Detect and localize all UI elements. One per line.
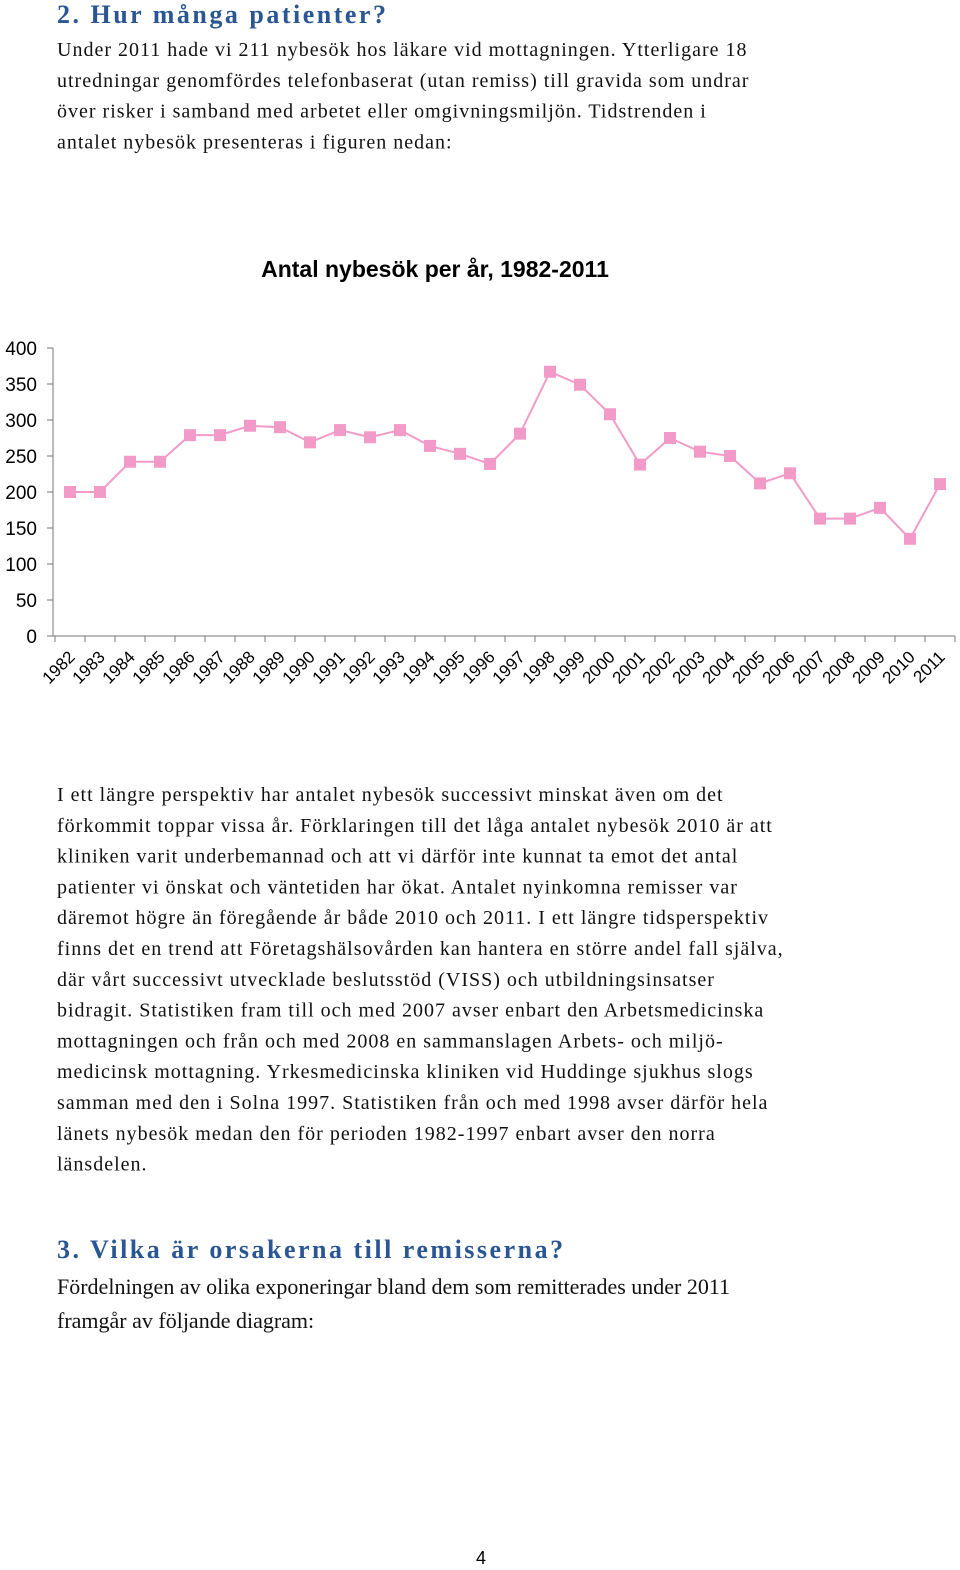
text-line: förkommit toppar vissa år. Förklaringen …: [57, 815, 773, 837]
section-heading: 3. Vilka är orsakerna till remisserna?: [57, 1235, 566, 1264]
y-tick-label: 300: [5, 411, 37, 432]
text-line: Fördelningen av olika exponeringar bland…: [57, 1274, 730, 1299]
x-tick-label: 1983: [69, 647, 109, 687]
x-tick-label: 1994: [399, 647, 439, 687]
data-point: [694, 445, 706, 458]
text-line: bidragit. Statistiken fram till och med …: [57, 1000, 764, 1022]
data-point: [94, 486, 106, 498]
text-line: antalet nybesök presenteras i figuren ne…: [57, 131, 453, 153]
x-tick-label: 2007: [789, 647, 829, 687]
x-tick-label: 1989: [249, 647, 289, 687]
x-tick-label: 2010: [879, 647, 919, 687]
text-line: patienter vi önskat och väntetiden har ö…: [57, 876, 738, 898]
x-tick-label: 1996: [459, 647, 499, 687]
text-line: där vårt successivt utvecklade beslutsst…: [57, 969, 715, 991]
x-tick-label: 1982: [39, 647, 79, 687]
data-point: [214, 429, 226, 442]
x-tick-label: 1995: [429, 647, 469, 687]
data-point: [484, 457, 496, 470]
x-tick-label: 1991: [309, 647, 349, 687]
data-point: [754, 477, 766, 490]
text-line: kliniken varit underbemannad och att vi …: [57, 846, 738, 868]
data-point: [604, 408, 616, 421]
y-tick-label: 50: [16, 591, 37, 612]
x-tick-label: 1997: [489, 647, 529, 687]
x-tick-label: 1993: [369, 647, 409, 687]
text-line: utredningar genomfördes telefonbaserat (…: [57, 70, 749, 92]
data-point: [244, 419, 256, 432]
data-point: [664, 432, 676, 444]
chart-title: Antal nybesök per år, 1982-2011: [261, 256, 609, 282]
data-point: [274, 421, 286, 434]
page-number: 4: [476, 1548, 486, 1568]
data-point: [634, 458, 646, 471]
text-line: länsdelen.: [57, 1154, 148, 1176]
data-point: [724, 450, 736, 462]
data-point: [424, 439, 436, 452]
x-tick-label: 1986: [159, 647, 199, 687]
data-point: [874, 501, 886, 514]
data-point: [544, 365, 556, 378]
y-tick-label: 350: [5, 375, 37, 396]
data-point: [394, 424, 406, 437]
y-tick-label: 150: [5, 519, 37, 540]
data-point: [904, 532, 916, 545]
text-line: medicinsk mottagning. Yrkesmedicinska kl…: [57, 1061, 754, 1083]
y-tick-label: 0: [26, 627, 37, 648]
data-point: [184, 429, 196, 442]
y-tick-label: 200: [5, 483, 37, 504]
text-line: framgår av följande diagram:: [57, 1308, 314, 1333]
x-tick-label: 1985: [129, 647, 169, 687]
data-point: [844, 512, 856, 525]
text-line: länets nybesök medan den för perioden 19…: [57, 1123, 716, 1145]
x-tick-label: 2000: [579, 647, 619, 687]
data-line: [70, 370, 941, 541]
x-tick-label: 2002: [639, 647, 679, 687]
text-line: Under 2011 hade vi 211 nybesök hos läkar…: [57, 39, 748, 61]
x-tick-label: 2006: [759, 647, 799, 687]
y-tick-label: 100: [5, 555, 37, 576]
x-tick-label: 1999: [549, 647, 589, 687]
data-point: [934, 478, 946, 491]
section-heading: 2. Hur många patienter?: [57, 0, 388, 29]
x-tick-label: 1987: [189, 647, 229, 687]
x-tick-label: 2009: [849, 647, 889, 687]
x-tick-label: 2011: [910, 647, 949, 686]
y-tick-label: 400: [5, 339, 37, 360]
text-line: I ett längre perspektiv har antalet nybe…: [57, 784, 724, 806]
data-point: [784, 467, 796, 480]
data-point: [334, 424, 346, 437]
y-tick-label: 250: [5, 447, 37, 468]
x-tick-label: 1988: [219, 647, 259, 687]
data-point: [364, 431, 376, 444]
text-line: samman med den i Solna 1997. Statistiken…: [57, 1092, 768, 1114]
x-tick-label: 2001: [609, 647, 649, 687]
data-point: [124, 455, 136, 468]
x-tick-label: 1992: [339, 647, 379, 687]
text-line: mottagningen och från och med 2008 en sa…: [57, 1030, 724, 1052]
data-point: [814, 512, 826, 525]
x-tick-label: 2008: [819, 647, 859, 687]
data-point: [454, 447, 466, 460]
x-tick-label: 1990: [279, 647, 319, 687]
data-point: [304, 436, 316, 449]
x-tick-label: 1998: [519, 647, 559, 687]
x-tick-label: 2004: [699, 647, 739, 687]
x-tick-label: 2005: [729, 647, 769, 687]
text-line: över risker i samband med arbetet eller …: [57, 101, 707, 123]
text-line: däremot högre än föregående år både 2010…: [57, 907, 769, 929]
text-line: finns det en trend att Företagshälsovård…: [57, 938, 784, 960]
x-tick-label: 1984: [99, 647, 139, 687]
data-point: [514, 427, 526, 440]
data-point: [154, 455, 166, 468]
data-point: [574, 378, 586, 391]
x-tick-label: 2003: [669, 647, 709, 687]
data-point: [64, 486, 76, 498]
